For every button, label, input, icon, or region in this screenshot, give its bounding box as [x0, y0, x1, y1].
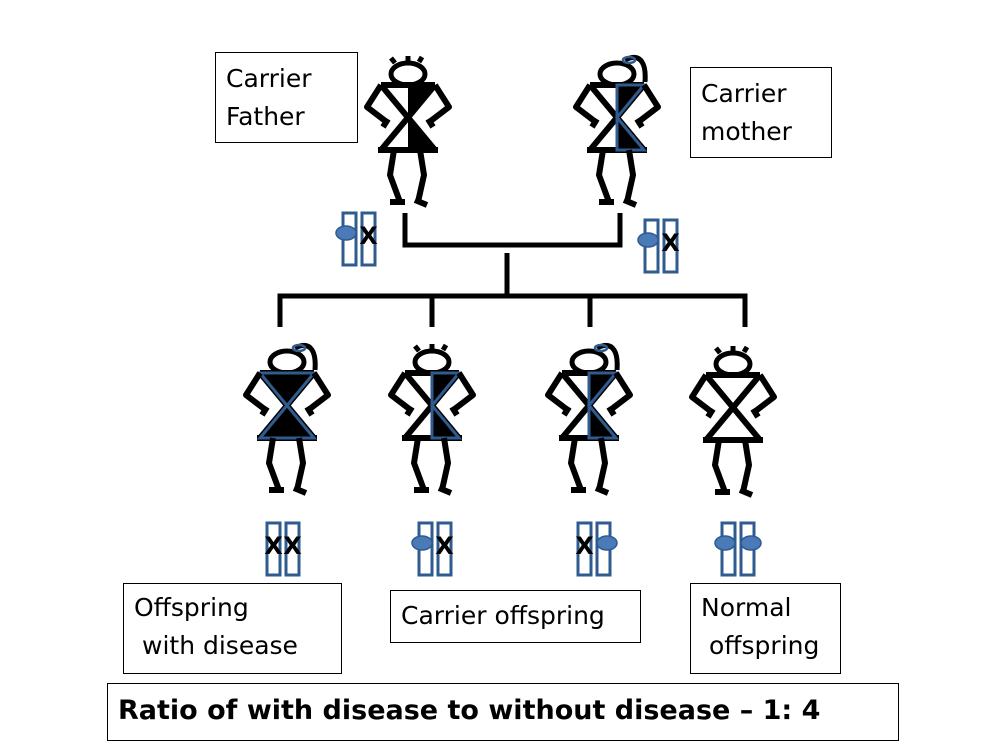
right-leg — [292, 437, 308, 496]
chromosome — [360, 211, 377, 267]
mutant-allele-x: X — [359, 222, 378, 250]
sibship-line — [277, 293, 748, 327]
carrier-fill — [617, 85, 644, 150]
right-leg — [413, 149, 429, 208]
offspring-figure-1 — [243, 342, 331, 496]
offspring-chromosomes-4 — [714, 521, 762, 577]
right-leg — [622, 149, 638, 208]
right-leg — [594, 437, 610, 496]
right-arm — [449, 371, 476, 417]
normal-allele-dot-icon — [714, 535, 736, 551]
ratio-text: Ratio of with disease to without disease… — [118, 695, 821, 726]
normal-allele-dot-icon — [637, 232, 659, 248]
label-line: Carrier — [701, 79, 787, 108]
mutant-allele-x: X — [575, 532, 594, 560]
normal-allele-dot-icon — [411, 535, 433, 551]
carrier-outline — [615, 83, 648, 152]
parent-link-line — [402, 213, 623, 248]
father-figure — [364, 55, 452, 208]
chromosome — [662, 218, 679, 274]
head — [597, 60, 637, 88]
hair-bow-icon — [621, 55, 637, 65]
offspring-figure-4 — [689, 345, 777, 498]
left-arm — [689, 373, 716, 419]
left-leg — [596, 149, 614, 205]
left-arm — [573, 83, 600, 129]
offspring-figure-2 — [388, 343, 476, 496]
right-leg — [437, 437, 453, 496]
right-arm — [425, 83, 452, 129]
offspring-chromosomes-2: X — [411, 521, 454, 577]
carrier-outline — [587, 371, 620, 440]
pedigree-lines — [277, 213, 748, 327]
mother-chromosomes: X — [637, 218, 680, 274]
carrier-outline — [430, 371, 463, 440]
hair-bow-icon — [593, 343, 609, 353]
offspring-figure-3 — [545, 342, 633, 496]
affected-outline — [256, 371, 318, 440]
carrier-fill — [432, 373, 459, 438]
body — [703, 372, 763, 443]
label-line: Normal — [701, 593, 792, 622]
left-leg — [387, 149, 405, 205]
carrier-father-label: Carrier Father — [215, 52, 358, 143]
chromosome — [265, 521, 282, 577]
mutant-allele-x: X — [661, 229, 680, 257]
right-arm — [750, 373, 777, 419]
left-arm — [388, 371, 415, 417]
left-leg — [411, 437, 429, 493]
normal-allele-dot-icon — [596, 535, 618, 551]
hair-icon — [389, 55, 425, 65]
label-line: offspring — [709, 631, 820, 660]
mutant-allele-x: X — [283, 532, 302, 560]
hair-bow-icon — [291, 343, 307, 353]
label-line: Carrier offspring — [401, 601, 605, 630]
chromosome — [436, 521, 453, 577]
head — [569, 348, 609, 376]
label-line: Offspring — [134, 593, 249, 622]
right-arm — [634, 83, 661, 129]
normal-offspring-label: Normal offspring — [690, 583, 841, 674]
chromosome — [284, 521, 301, 577]
offspring-with-disease-label: Offspring with disease — [123, 583, 342, 674]
head — [388, 60, 428, 88]
label-line: Father — [226, 102, 305, 131]
head — [713, 350, 753, 378]
carrier-mother-label: Carrier mother — [690, 67, 832, 158]
right-leg — [738, 439, 754, 498]
carrier-fill — [408, 85, 435, 150]
head — [267, 348, 307, 376]
label-line: Carrier — [226, 64, 312, 93]
left-leg — [568, 437, 586, 493]
normal-allele-dot-icon — [335, 225, 357, 241]
right-arm — [606, 371, 633, 417]
body — [378, 82, 438, 153]
label-line: with disease — [142, 631, 298, 660]
father-chromosomes: X — [335, 211, 378, 267]
normal-allele-dot-icon — [740, 535, 762, 551]
left-arm — [545, 371, 572, 417]
left-arm — [364, 83, 391, 129]
hair-icon — [714, 345, 750, 355]
left-leg — [266, 437, 284, 493]
mutant-allele-x: X — [435, 532, 454, 560]
left-leg — [712, 439, 730, 495]
offspring-chromosomes-3: X — [575, 521, 618, 577]
mother-figure — [573, 54, 661, 208]
left-arm — [243, 371, 270, 417]
right-arm — [304, 371, 331, 417]
head — [412, 348, 452, 376]
chromosome — [576, 521, 593, 577]
hair-icon — [413, 343, 449, 353]
mutant-allele-x: X — [264, 532, 283, 560]
carrier-fill — [589, 373, 616, 438]
ratio-caption: Ratio of with disease to without disease… — [107, 683, 899, 741]
carrier-offspring-label: Carrier offspring — [390, 590, 641, 643]
label-line: mother — [701, 117, 792, 146]
